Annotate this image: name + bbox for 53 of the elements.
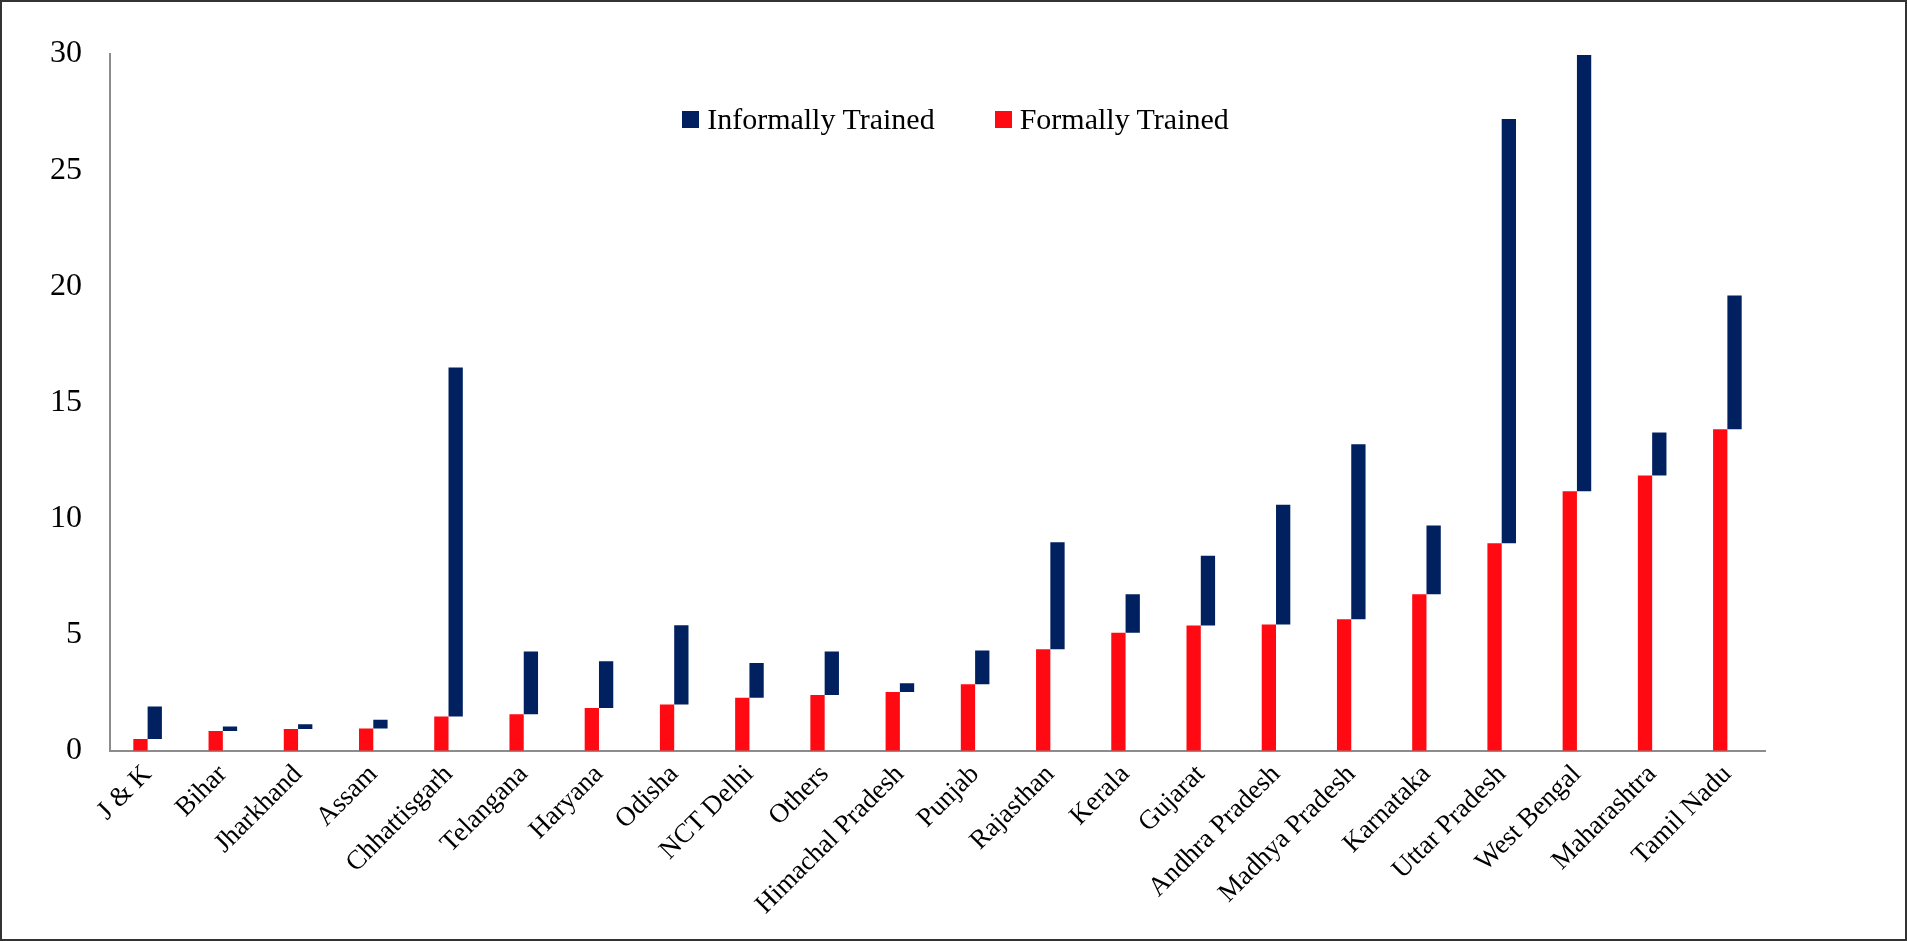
bar — [1487, 543, 1502, 751]
y-tick-label: 0 — [66, 730, 82, 767]
legend-label: Formally Trained — [1018, 102, 1229, 136]
bar — [1501, 119, 1516, 544]
bar — [1186, 625, 1201, 751]
bar — [584, 707, 599, 751]
bar — [1713, 429, 1728, 751]
bar — [1261, 624, 1277, 751]
bar — [899, 683, 915, 692]
bar — [1412, 594, 1427, 751]
bar — [298, 724, 313, 730]
bar — [1050, 542, 1065, 650]
bar — [735, 697, 750, 751]
bar — [1111, 632, 1126, 751]
bar — [523, 651, 539, 715]
y-tick-label: 15 — [50, 381, 82, 418]
bar — [1336, 619, 1352, 751]
y-tick-label: 5 — [66, 613, 82, 650]
bar — [598, 661, 614, 708]
bar — [1276, 504, 1291, 625]
bar — [434, 716, 449, 751]
bar — [810, 694, 825, 751]
x-tick-label: J & K — [90, 757, 158, 825]
bar — [208, 730, 223, 751]
bar — [1125, 594, 1140, 633]
bar — [1576, 54, 1592, 492]
legend-label: Informally Trained — [706, 102, 935, 136]
bar — [975, 650, 990, 685]
y-tick-label: 25 — [50, 149, 82, 186]
bar — [824, 651, 839, 695]
bar — [1036, 649, 1051, 751]
bar — [1426, 525, 1441, 595]
bar — [1351, 444, 1366, 620]
bar — [448, 367, 463, 717]
bar — [147, 706, 162, 740]
bar — [1652, 432, 1667, 476]
bar — [1637, 475, 1653, 751]
bar — [885, 691, 900, 751]
bar — [283, 729, 299, 751]
y-tick-label: 30 — [50, 33, 82, 70]
bar — [133, 739, 148, 751]
bar — [373, 719, 388, 729]
bar — [1200, 555, 1216, 626]
bar — [1727, 295, 1742, 430]
bar — [359, 728, 374, 751]
bar — [1562, 491, 1577, 751]
bar — [659, 704, 675, 751]
bar — [749, 663, 764, 698]
bar — [674, 625, 689, 705]
bar — [960, 684, 976, 751]
y-tick-label: 20 — [50, 265, 82, 302]
bar — [509, 714, 524, 751]
y-tick-label: 10 — [50, 497, 82, 534]
